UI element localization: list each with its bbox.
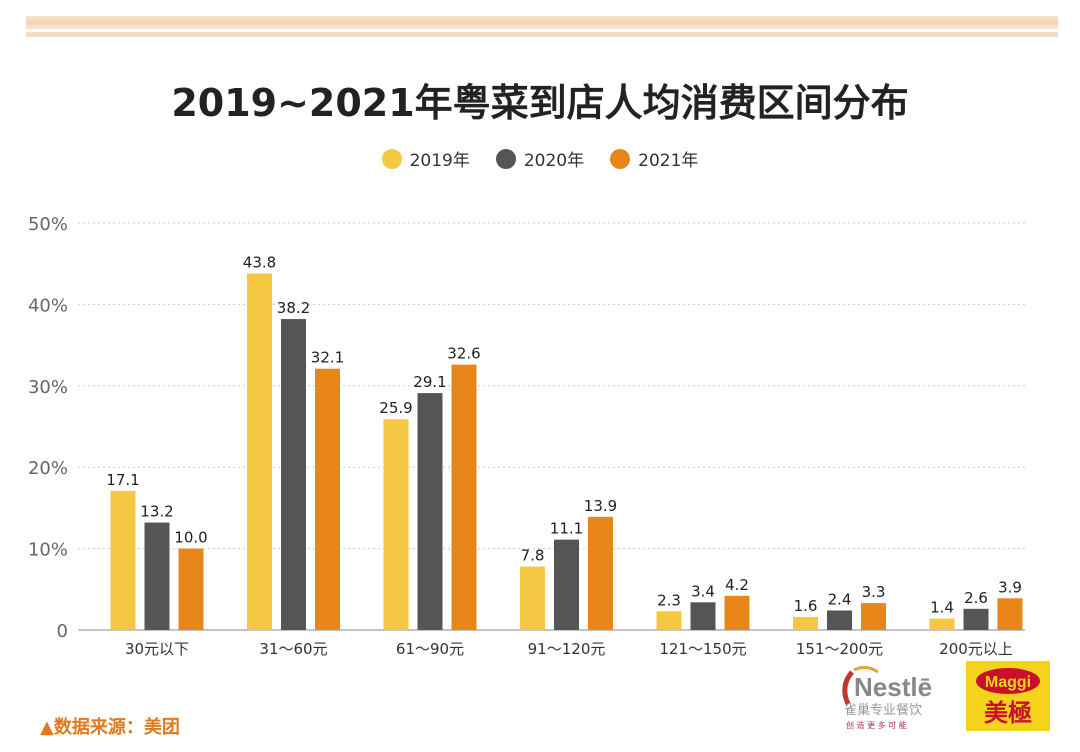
bar-2019年-151～200元 [793,616,818,630]
legend-item-2019: 2019年 [381,146,470,171]
data-label: 38.2 [277,299,310,317]
bar-2020年-61～90元 [417,393,443,630]
x-tick-label: 30元以下 [125,640,189,658]
svg-text:美極: 美極 [984,699,1032,727]
data-label: 1.6 [794,597,818,615]
legend-label: 2021年 [638,151,699,171]
legend-dot [610,148,631,169]
bar-2020年-91～120元 [554,539,579,630]
data-label: 1.4 [930,599,954,617]
data-label: 3.3 [862,583,886,601]
data-label: 2.6 [964,589,988,607]
legend-dot [495,148,516,169]
data-label: 4.2 [725,576,749,594]
legend: 2019年 2020年 2021年 [0,146,1080,171]
data-label: 32.1 [311,349,344,367]
bar-2019年-61～90元 [383,419,409,630]
legend-label: 2019年 [409,151,470,171]
data-label: 17.1 [106,471,139,489]
svg-text:Nestlē: Nestlē [854,672,932,702]
y-tick-label: 50% [28,214,68,235]
x-tick-label: 31～60元 [259,640,327,658]
source-note: ▲数据来源：美团 [40,717,180,738]
x-tick-label: 121～150元 [659,640,746,658]
y-tick-label: 30% [28,377,68,398]
x-tick-label: 200元以上 [939,640,1013,658]
data-label: 43.8 [243,253,276,271]
bar-2020年-31～60元 [281,319,306,630]
bar-2020年-151～200元 [827,610,852,630]
data-label: 13.9 [584,497,617,515]
data-label: 10.0 [174,529,207,547]
chart-title: 2019~2021年粤菜到店人均消费区间分布 [171,81,909,125]
bar-2021年-31～60元 [315,368,340,630]
bar-2021年-121～150元 [724,595,750,630]
bar-2021年-30元以下 [178,548,204,630]
bar-2020年-30元以下 [144,522,170,630]
bar-2021年-200元以上 [997,598,1023,630]
bar-2019年-31～60元 [247,273,272,630]
data-label: 32.6 [447,345,480,363]
data-label: 2.4 [828,590,852,608]
data-label: 3.4 [691,582,715,600]
x-tick-label: 61～90元 [396,640,464,658]
svg-text:Maggi: Maggi [985,674,1031,691]
header-band-thin [26,32,1058,37]
x-tick-label: 151～200元 [796,640,883,658]
data-label: 7.8 [521,547,545,565]
data-label: 2.3 [657,591,681,609]
legend-item-2021: 2021年 [610,146,698,171]
legend-dot [381,148,402,169]
svg-text:创 造 更 多 可 能: 创 造 更 多 可 能 [846,720,907,730]
y-tick-label: 40% [28,295,68,316]
bar-2019年-121～150元 [656,611,682,630]
bar-2021年-151～200元 [861,603,886,630]
legend-label: 2020年 [523,151,585,171]
legend-item-2020: 2020年 [495,146,585,171]
bar-2021年-91～120元 [588,516,613,630]
data-label: 25.9 [379,399,412,417]
data-label: 3.9 [998,578,1022,596]
y-tick-label: 20% [28,458,68,479]
bar-2020年-200元以上 [963,608,989,630]
bar-2019年-91～120元 [520,566,545,630]
bar-2019年-200元以上 [929,618,955,630]
y-tick-label: 10% [28,540,68,561]
x-tick-label: 91～120元 [528,640,606,658]
y-tick-label: 0 [57,621,68,642]
bar-2020年-121～150元 [690,602,716,630]
bar-2021年-61～90元 [451,364,477,630]
bar-2019年-30元以下 [110,490,136,630]
header-band [26,16,1058,29]
data-label: 11.1 [550,520,583,538]
maggi-logo: Maggi 美極 [966,661,1050,731]
data-label: 29.1 [413,373,446,391]
svg-text:雀巢专业餐饮: 雀巢专业餐饮 [844,702,922,718]
nestle-logo: Nestlē 雀巢专业餐饮 创 造 更 多 可 能 [842,665,932,730]
data-label: 13.2 [140,503,173,521]
